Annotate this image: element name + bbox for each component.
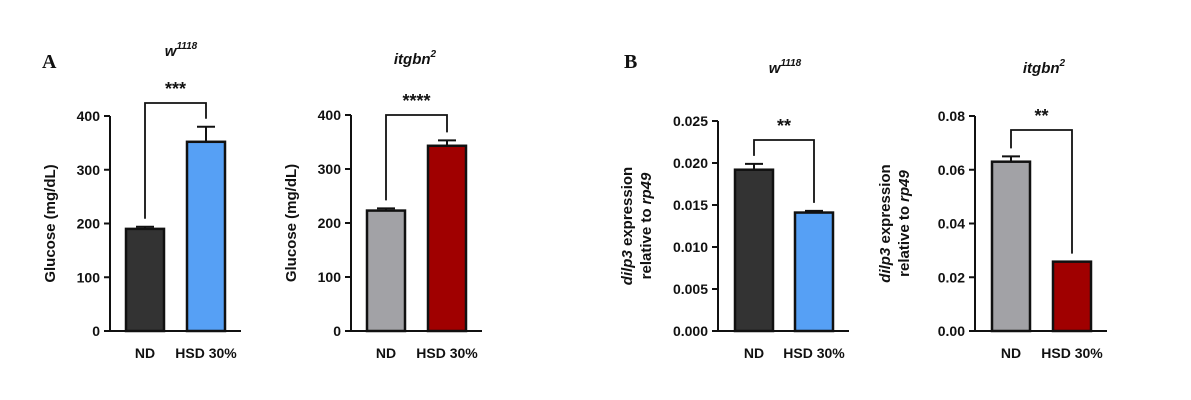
x-tick-label: HSD 30% xyxy=(783,345,845,361)
y-tick-label: 200 xyxy=(318,215,342,231)
x-tick-label: ND xyxy=(744,345,764,361)
y-tick-label: 0.005 xyxy=(673,281,708,297)
significance-bracket xyxy=(753,139,815,203)
y-tick-label: 300 xyxy=(318,161,342,177)
y-axis-label-gene: dilp3 xyxy=(877,247,894,283)
bar-nd xyxy=(990,160,1032,333)
chart-title-sup: 1118 xyxy=(780,58,801,69)
y-tick-label: 0.06 xyxy=(938,162,965,178)
y-axis-label: Glucose (mg/dL) xyxy=(42,164,59,282)
y-tick-label: 400 xyxy=(77,108,101,124)
panel-letter-b: B xyxy=(624,51,637,73)
y-axis-label-line2: relative to rp49 xyxy=(896,169,913,276)
x-tick-label: HSD 30% xyxy=(1041,345,1103,361)
y-tick-label: 0.010 xyxy=(673,239,708,255)
bar-hsd-30- xyxy=(185,140,227,333)
y-axis-label: dilp3 expression xyxy=(619,167,636,285)
x-tick-label: ND xyxy=(135,345,155,361)
chart-title-main: itgbn xyxy=(1023,60,1060,77)
y-tick-label: 0.00 xyxy=(938,323,965,339)
y-axis-label: dilp3 expression xyxy=(877,164,894,282)
x-tick-label: ND xyxy=(1001,345,1021,361)
y-tick-label: 0.000 xyxy=(673,323,708,339)
y-axis-label-text: expression xyxy=(619,167,636,250)
chart-title-main: w xyxy=(165,43,178,60)
y-tick-label: 0.02 xyxy=(938,269,965,285)
y-tick-label: 0.020 xyxy=(673,155,708,171)
x-tick-label: HSD 30% xyxy=(416,345,478,361)
y-tick-label: 0.08 xyxy=(938,108,965,124)
significance-bracket xyxy=(385,114,448,201)
significance-label: ** xyxy=(777,116,791,136)
y-tick-label: 400 xyxy=(318,107,342,123)
y-tick-label: 0.025 xyxy=(673,113,708,129)
significance-bracket xyxy=(144,102,207,219)
y-axis-label-line2: relative to rp49 xyxy=(638,172,655,279)
significance-label: *** xyxy=(165,79,186,99)
y-axis-label-line2-text: relative to xyxy=(896,202,913,277)
chart-title-sup: 2 xyxy=(430,49,437,60)
y-axis-label-text: expression xyxy=(877,164,894,247)
chart-title: w1118 xyxy=(165,41,198,60)
y-axis-label-line2-text: relative to xyxy=(638,204,655,279)
y-tick-label: 200 xyxy=(77,216,101,232)
y-tick-label: 100 xyxy=(77,269,101,285)
y-tick-label: 0.04 xyxy=(938,216,965,232)
chart-2: itgbn2 0 100 200 300 400 Glucose (mg/dL) ND HSD … xyxy=(283,49,482,361)
significance-label: **** xyxy=(402,91,430,111)
y-tick-label: 0 xyxy=(333,323,341,339)
chart-title: w1118 xyxy=(769,58,802,77)
y-tick-label: 100 xyxy=(318,269,342,285)
bar-nd xyxy=(124,227,166,333)
chart-title: itgbn2 xyxy=(394,49,437,68)
significance-label: ** xyxy=(1034,106,1048,126)
panel-letter-a: A xyxy=(42,51,57,73)
chart-1: w1118 0 100 200 300 400 Glucose (mg/dL) ND HSD 3… xyxy=(42,41,241,361)
y-axis-label-line2-gene: rp49 xyxy=(638,172,655,204)
chart-3: w1118 0.000 0.005 0.010 0.015 0.020 0.025 dilp3… xyxy=(619,58,849,361)
significance-bracket xyxy=(1010,129,1073,254)
y-axis-label-gene: dilp3 xyxy=(619,250,636,286)
y-tick-label: 0 xyxy=(92,323,100,339)
y-tick-label: 300 xyxy=(77,162,101,178)
bar-nd xyxy=(733,168,775,333)
x-tick-label: HSD 30% xyxy=(175,345,237,361)
y-axis-label: Glucose (mg/dL) xyxy=(283,164,300,282)
chart-title-main: w xyxy=(769,60,782,77)
bar-hsd-30- xyxy=(793,211,835,333)
bar-hsd-30- xyxy=(1051,260,1093,333)
y-tick-label: 0.015 xyxy=(673,197,708,213)
y-axis-label-line2-gene: rp49 xyxy=(896,169,913,201)
bar-hsd-30- xyxy=(426,144,468,333)
chart-4: itgbn2 0.00 0.02 0.04 0.06 0.08 dilp3 expressi… xyxy=(877,58,1107,361)
chart-title-main: itgbn xyxy=(394,51,431,68)
chart-title-sup: 2 xyxy=(1059,58,1066,69)
chart-title-sup: 1118 xyxy=(176,41,197,52)
chart-title: itgbn2 xyxy=(1023,58,1066,77)
x-tick-label: ND xyxy=(376,345,396,361)
bar-nd xyxy=(365,209,407,333)
